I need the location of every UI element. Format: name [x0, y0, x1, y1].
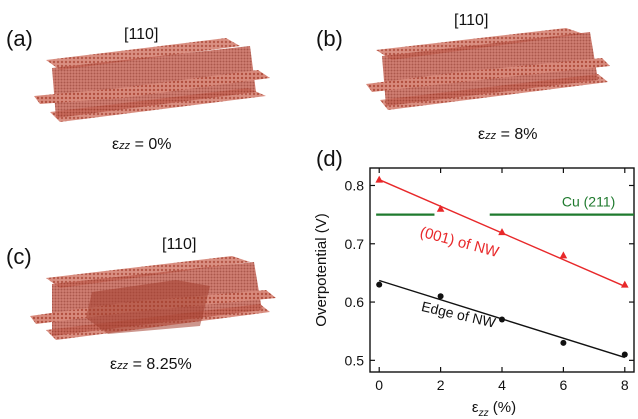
x-tick-label: 2	[437, 377, 445, 393]
series-label-001: (001) of NW	[418, 224, 501, 262]
strain-symbol: ε	[110, 356, 118, 373]
data-point-edge	[621, 351, 628, 358]
data-point-edge	[499, 316, 505, 323]
strain-value: = 8%	[496, 126, 538, 143]
strain-label-a: εzz = 0%	[112, 136, 172, 154]
panel-label-b: (b)	[316, 26, 343, 51]
strain-symbol: ε	[112, 136, 120, 153]
strain-subscript: zz	[117, 360, 129, 372]
data-point-edge	[560, 339, 567, 346]
x-tick-label: 0	[375, 377, 383, 393]
data-point-001	[436, 204, 445, 212]
strain-value: = 0%	[130, 136, 172, 153]
data-point-001	[559, 251, 568, 259]
x-axis-label: εzz (%)	[472, 399, 516, 419]
x-tick-label: 8	[621, 377, 629, 393]
strain-symbol: ε	[478, 126, 486, 143]
reference-label: Cu (211)	[562, 194, 615, 210]
y-tick-label: 0.7	[345, 236, 365, 252]
x-tick-label: 4	[498, 377, 506, 393]
strain-subscript: zz	[485, 130, 497, 142]
x-tick-label: 6	[559, 377, 567, 393]
y-axis-label: Overpotential (V)	[313, 213, 330, 326]
direction-label-b: [110]	[454, 12, 489, 29]
data-point-edge	[376, 281, 383, 288]
panel-label-d: (d)	[316, 146, 343, 171]
panel-label-c: (c)	[6, 244, 32, 269]
data-point-edge	[437, 293, 444, 300]
data-point-001	[620, 280, 629, 288]
series-label-edge: Edge of NW	[420, 298, 498, 331]
y-tick-label: 0.5	[345, 352, 365, 368]
strain-label-c: εzz = 8.25%	[110, 356, 192, 374]
y-tick-label: 0.8	[345, 177, 365, 193]
direction-label-c: [110]	[162, 236, 197, 253]
panel-label-a: (a)	[6, 26, 33, 51]
data-point-001	[498, 228, 506, 236]
strain-label-b: εzz = 8%	[478, 126, 538, 144]
data-point-001	[375, 175, 384, 183]
strain-subscript: zz	[119, 140, 131, 152]
strain-value: = 8.25%	[128, 356, 192, 373]
y-tick-label: 0.6	[345, 294, 365, 310]
